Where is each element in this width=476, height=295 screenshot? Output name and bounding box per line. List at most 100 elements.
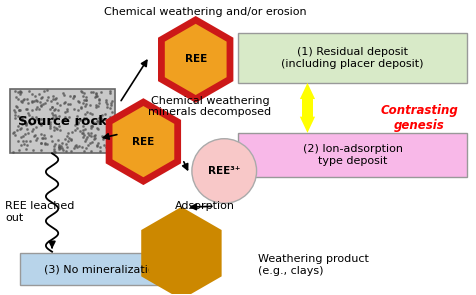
Point	[17, 90, 25, 95]
Point	[109, 124, 116, 129]
Point	[37, 140, 45, 145]
Point	[55, 147, 62, 152]
Point	[32, 138, 40, 142]
Point	[15, 124, 22, 129]
Point	[107, 136, 115, 141]
Point	[46, 126, 54, 131]
Point	[27, 122, 35, 127]
Point	[37, 122, 45, 127]
Point	[92, 102, 100, 107]
Point	[50, 94, 57, 99]
Point	[81, 104, 89, 109]
Point	[37, 122, 45, 127]
Point	[82, 115, 89, 120]
Point	[92, 94, 100, 98]
Point	[46, 124, 53, 128]
Point	[53, 101, 61, 106]
Point	[30, 148, 37, 153]
Point	[85, 133, 92, 137]
Point	[94, 118, 101, 123]
Point	[72, 143, 79, 148]
Point	[95, 116, 102, 121]
Point	[109, 98, 116, 103]
Point	[10, 130, 18, 135]
Point	[83, 110, 91, 114]
Point	[78, 90, 86, 95]
Point	[47, 134, 55, 139]
Text: REE leached
out: REE leached out	[5, 201, 75, 223]
Point	[103, 137, 111, 141]
Point	[78, 144, 85, 149]
Point	[86, 140, 93, 145]
Text: (1) Residual deposit
(including placer deposit): (1) Residual deposit (including placer d…	[281, 47, 423, 69]
Point	[80, 98, 88, 102]
Point	[102, 100, 110, 104]
Point	[61, 149, 69, 153]
Text: Source rock: Source rock	[18, 114, 107, 127]
Point	[64, 101, 72, 106]
Point	[74, 121, 81, 126]
Point	[103, 105, 111, 109]
Point	[76, 117, 84, 122]
Point	[94, 104, 101, 109]
Point	[108, 130, 116, 134]
Point	[17, 99, 25, 104]
Point	[38, 117, 45, 122]
Point	[61, 137, 69, 142]
Point	[104, 119, 112, 124]
Point	[80, 148, 88, 153]
Point	[89, 119, 97, 124]
Point	[50, 127, 58, 132]
Point	[93, 144, 101, 149]
Point	[102, 97, 109, 102]
Point	[18, 135, 25, 139]
Point	[18, 118, 26, 122]
FancyBboxPatch shape	[20, 253, 186, 286]
Point	[22, 120, 30, 125]
Point	[70, 94, 78, 99]
Point	[87, 134, 94, 139]
Point	[25, 89, 32, 94]
Point	[77, 89, 84, 94]
Point	[22, 147, 30, 151]
Point	[59, 91, 66, 95]
Point	[67, 137, 75, 141]
Point	[14, 96, 22, 101]
Point	[19, 99, 26, 104]
Point	[50, 96, 57, 101]
Point	[82, 97, 90, 102]
Point	[91, 95, 99, 99]
Point	[10, 108, 18, 113]
Point	[20, 97, 28, 101]
Point	[80, 91, 88, 96]
Point	[51, 106, 59, 111]
Point	[55, 145, 63, 149]
Point	[79, 127, 87, 132]
Point	[61, 100, 69, 104]
Point	[95, 98, 102, 103]
Point	[92, 94, 99, 99]
Point	[14, 114, 22, 119]
Text: REE: REE	[184, 54, 207, 64]
Point	[44, 94, 52, 99]
Point	[11, 88, 19, 93]
Point	[100, 117, 108, 121]
Point	[19, 97, 27, 102]
Point	[38, 103, 45, 107]
Point	[30, 127, 37, 131]
Point	[87, 89, 94, 94]
Point	[55, 143, 63, 148]
Point	[11, 132, 19, 137]
Point	[95, 120, 102, 125]
Point	[61, 115, 69, 119]
Point	[104, 118, 112, 122]
Point	[99, 137, 107, 142]
Text: (2) Ion-adsorption
type deposit: (2) Ion-adsorption type deposit	[302, 144, 402, 165]
Point	[52, 126, 60, 131]
Point	[59, 148, 67, 153]
Point	[81, 102, 89, 106]
Point	[97, 89, 104, 94]
Point	[74, 99, 82, 104]
Point	[63, 134, 71, 139]
Point	[23, 143, 30, 148]
